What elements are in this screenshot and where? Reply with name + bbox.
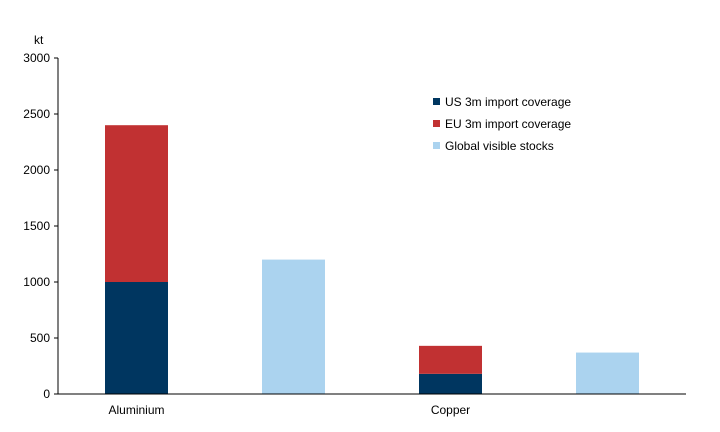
- bar-slot-4-global-visible-stocks: [576, 352, 639, 394]
- legend-swatch-global-visible-stocks: [433, 142, 440, 149]
- bar-aluminium-us-3m-import-coverage: [105, 282, 168, 394]
- x-axis-labels: Aluminium Copper: [108, 403, 470, 417]
- y-tick-label: 1000: [23, 275, 50, 289]
- y-tick-label: 3000: [23, 51, 50, 65]
- y-tick-label: 1500: [23, 219, 50, 233]
- bar-copper-us-3m-import-coverage: [419, 373, 482, 394]
- bar-copper-eu-3m-import-coverage: [419, 345, 482, 374]
- legend-label-eu-3m-import-coverage: EU 3m import coverage: [445, 117, 571, 131]
- y-tick-label: 500: [30, 331, 50, 345]
- y-tick-label: 2500: [23, 107, 50, 121]
- y-axis-ticks: 0 500 1000 1500 2000 2500 3000: [23, 51, 58, 401]
- legend-swatch-eu-3m-import-coverage: [433, 120, 440, 127]
- y-tick-label: 2000: [23, 163, 50, 177]
- y-tick-label: 0: [43, 387, 50, 401]
- legend: US 3m import coverage EU 3m import covera…: [433, 95, 571, 153]
- x-tick-label: Aluminium: [108, 403, 164, 417]
- bars: [105, 125, 639, 394]
- legend-label-us-3m-import-coverage: US 3m import coverage: [445, 95, 571, 109]
- legend-label-global-visible-stocks: Global visible stocks: [445, 139, 554, 153]
- bar-aluminium-eu-3m-import-coverage: [105, 125, 168, 282]
- legend-swatch-us-3m-import-coverage: [433, 98, 440, 105]
- x-tick-label: Copper: [431, 403, 470, 417]
- bar-slot-2-global-visible-stocks: [262, 259, 325, 394]
- y-axis-label: kt: [34, 33, 44, 47]
